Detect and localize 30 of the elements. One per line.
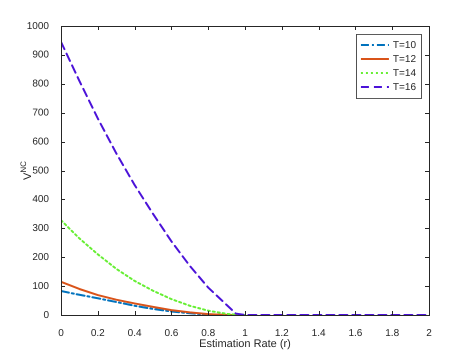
x-tick-label: 1.2 [274, 328, 290, 339]
y-tick-label: 400 [32, 194, 50, 206]
line-series [61, 40, 429, 315]
x-tick-label: 1.6 [348, 328, 363, 339]
x-tick-label: 2 [426, 328, 432, 339]
y-tick-label: 1000 [26, 20, 50, 32]
x-tick-label: 1.8 [385, 328, 400, 339]
y-tick-label: 700 [32, 107, 50, 118]
x-tick-label: 1 [242, 328, 248, 339]
x-tick-label: 0.4 [128, 328, 142, 339]
y-tick-label: 500 [32, 165, 50, 176]
line-series [61, 219, 246, 315]
y-tick-label: 0 [43, 310, 50, 321]
legend-label: T=14 [392, 68, 416, 79]
y-tick-label: 300 [32, 223, 50, 234]
y-tick-label: 600 [32, 136, 50, 148]
y-tick-label: 800 [32, 78, 50, 90]
y-axis-title: VNC [19, 160, 34, 180]
x-tick-label: 0.2 [90, 328, 106, 339]
x-tick-label: 0.8 [201, 328, 216, 339]
legend-label: T=16 [392, 82, 416, 93]
legend-label: T=10 [392, 40, 416, 51]
y-tick-label: 100 [32, 280, 50, 292]
x-axis-title: Estimation Rate (r) [199, 338, 291, 350]
y-tick-label: 200 [32, 252, 50, 263]
x-tick-label: 0 [58, 328, 64, 339]
legend-label: T=12 [392, 54, 416, 65]
x-tick-label: 0.6 [164, 328, 179, 339]
x-tick-label: 1.4 [312, 328, 326, 339]
y-tick-label: 900 [32, 50, 50, 61]
